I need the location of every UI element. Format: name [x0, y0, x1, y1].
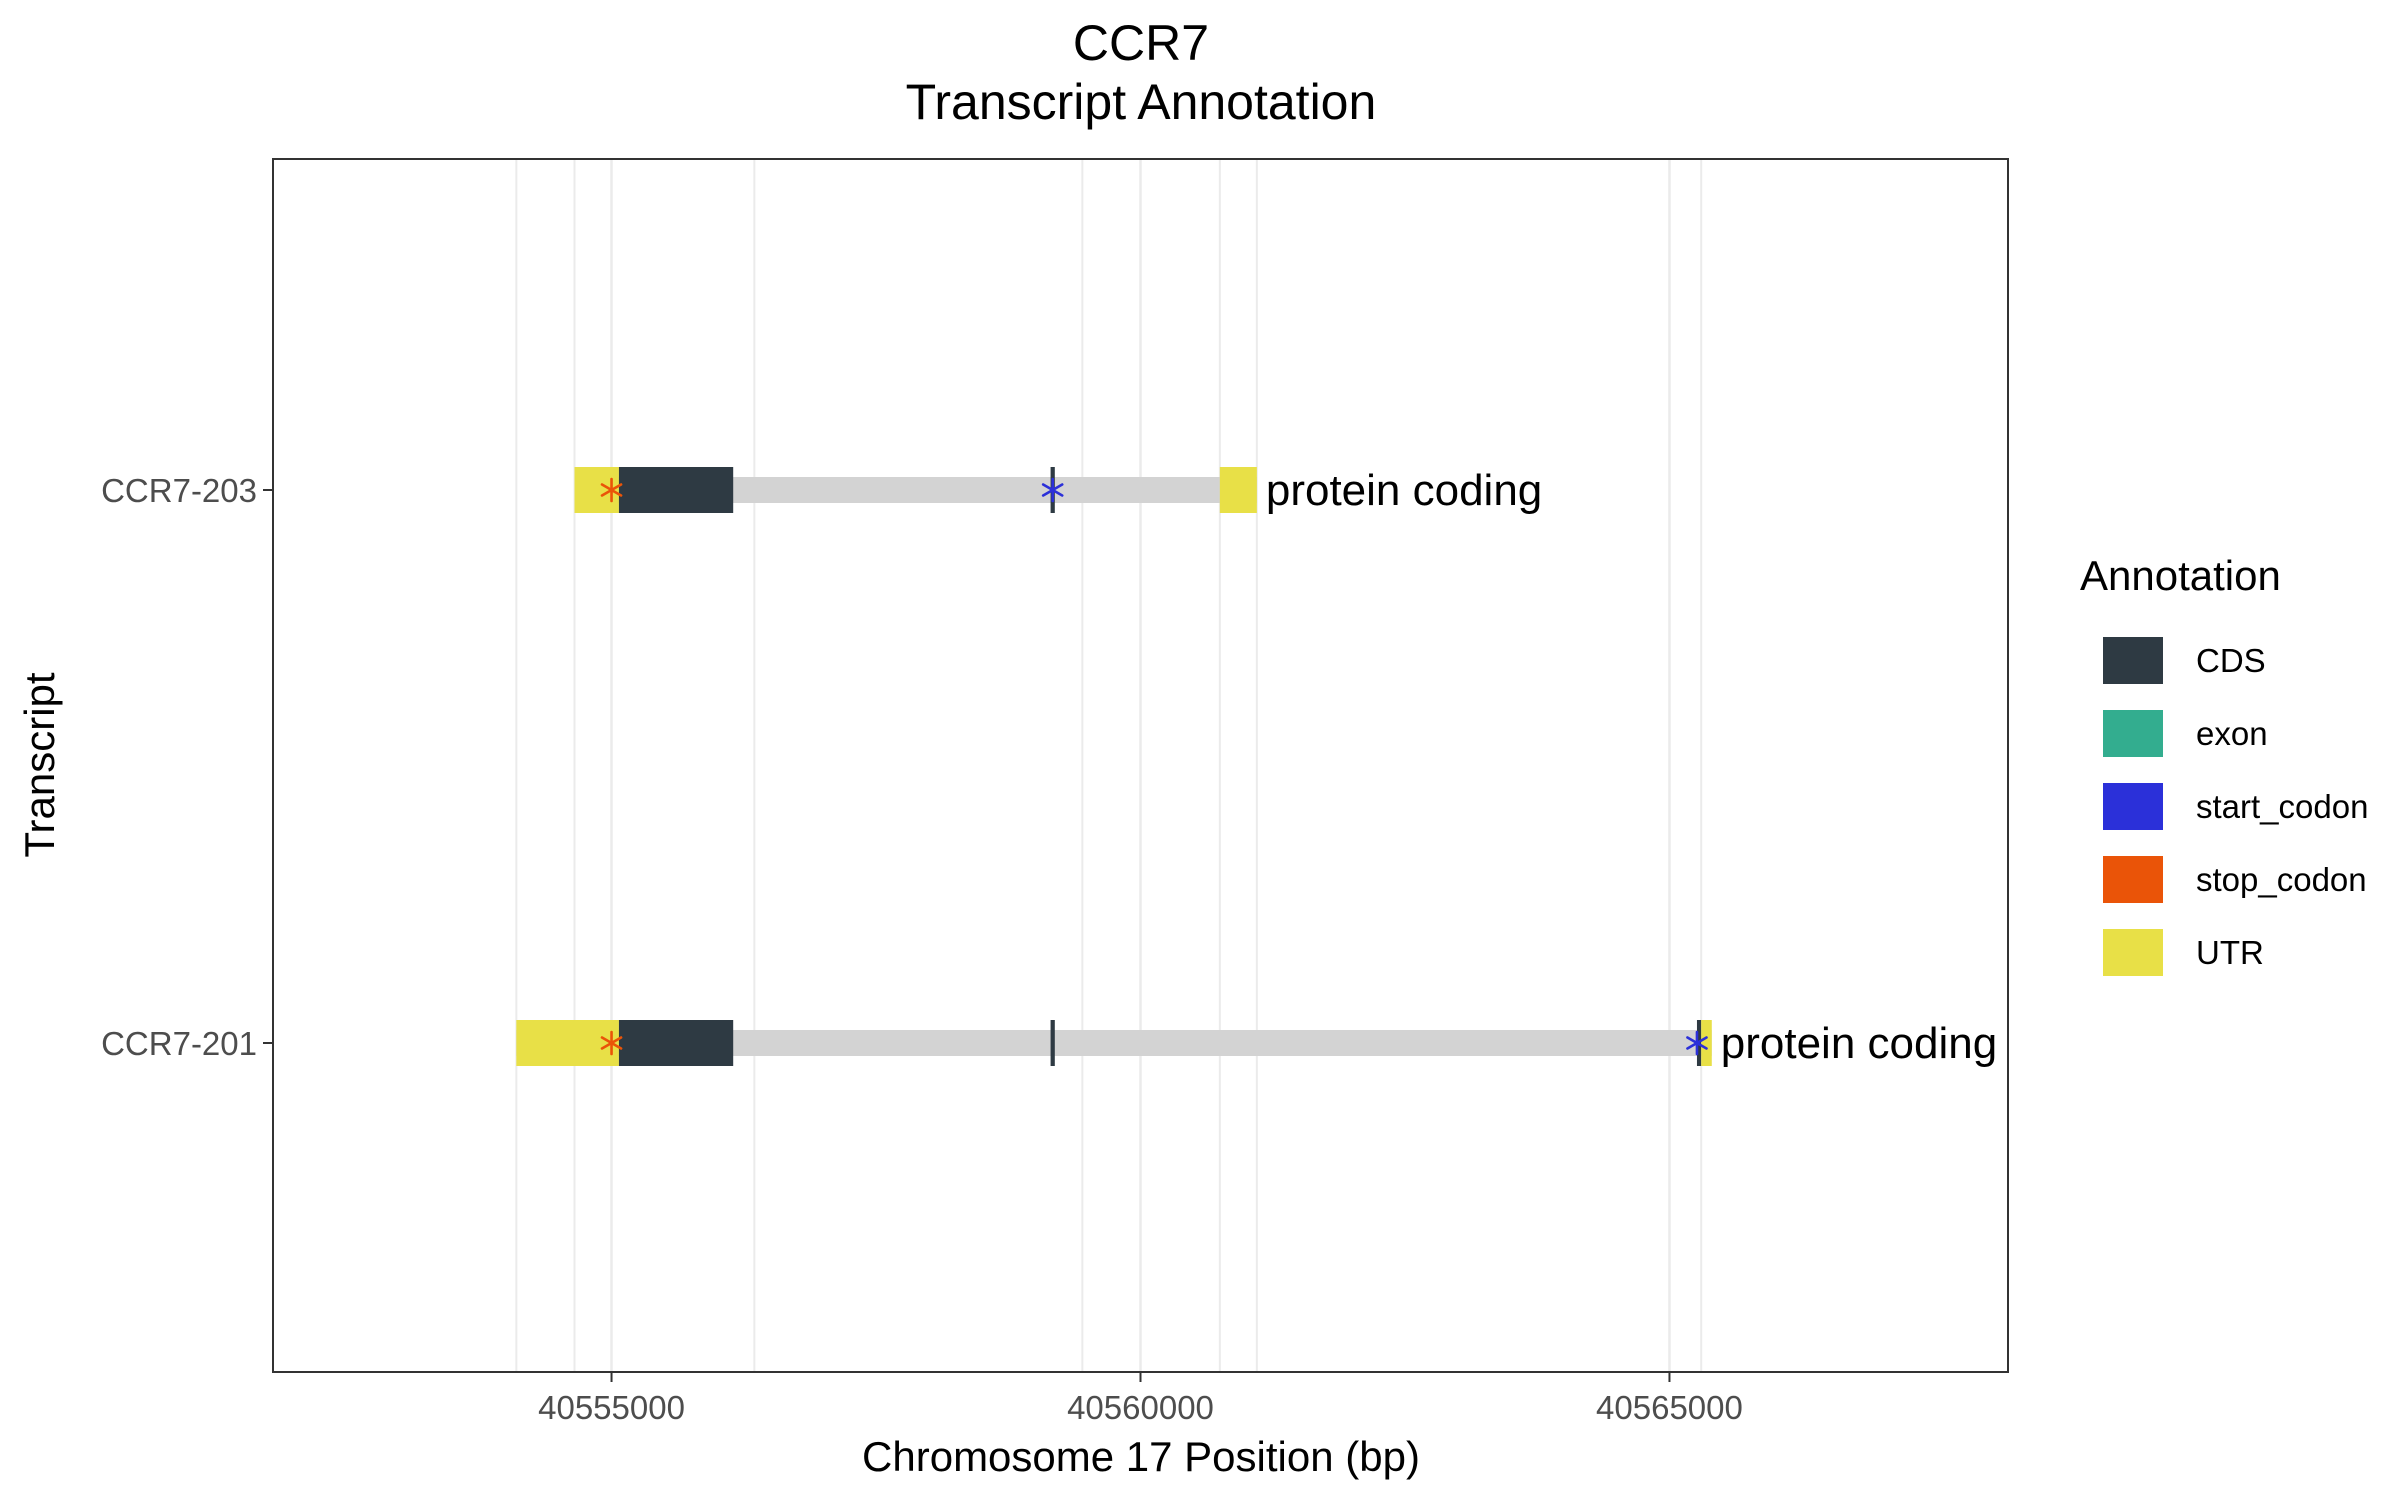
- y-tick-label: CCR7-203: [101, 472, 257, 509]
- legend-title: Annotation: [2080, 552, 2281, 599]
- transcript-track: protein coding: [574, 466, 1542, 515]
- transcript-tracks: protein coding protein coding: [516, 466, 1997, 1068]
- legend-label: CDS: [2196, 642, 2266, 679]
- legend-label: exon: [2196, 715, 2268, 752]
- utr-segment: [1219, 467, 1257, 513]
- legend: Annotation CDS exon start_codon stop_codon U…: [2080, 552, 2368, 976]
- legend-key-CDS: [2103, 637, 2163, 684]
- transcript-track: protein coding: [516, 1019, 1997, 1068]
- x-tick-label: 40555000: [538, 1389, 685, 1426]
- transcript-biotype-label: protein coding: [1721, 1019, 1997, 1068]
- legend-key-UTR: [2103, 929, 2163, 976]
- axes: 40555000 40560000 40565000 CCR7-203 CCR7-201: [101, 472, 1743, 1426]
- cds-segment: [1050, 1020, 1055, 1066]
- legend-label: UTR: [2196, 934, 2264, 971]
- stop-codon-marker: [600, 477, 623, 503]
- x-axis-title: Chromosome 17 Position (bp): [862, 1433, 1420, 1480]
- y-tick-label: CCR7-201: [101, 1025, 257, 1062]
- legend-label: stop_codon: [2196, 861, 2367, 898]
- gridlines: [515, 159, 1703, 1372]
- cds-segment: [618, 467, 734, 513]
- x-tick-label: 40560000: [1067, 1389, 1214, 1426]
- utr-segment: [516, 1020, 619, 1066]
- chart-title: CCR7: [1073, 15, 1209, 71]
- start-codon-marker: [1686, 1030, 1708, 1056]
- transcript-biotype-label: protein coding: [1266, 466, 1542, 515]
- start-codon-marker: [1041, 477, 1064, 503]
- cds-segment: [618, 1020, 734, 1066]
- x-tick-label: 40565000: [1596, 1389, 1743, 1426]
- chart-subtitle: Transcript Annotation: [906, 74, 1377, 130]
- legend-key-start-codon: [2103, 783, 2163, 830]
- legend-key-exon: [2103, 710, 2163, 757]
- legend-key-stop-codon: [2103, 856, 2163, 903]
- stop-codon-marker: [600, 1030, 623, 1056]
- y-axis-title: Transcript: [16, 672, 63, 857]
- utr-segment: [1701, 1020, 1712, 1066]
- legend-label: start_codon: [2196, 788, 2368, 825]
